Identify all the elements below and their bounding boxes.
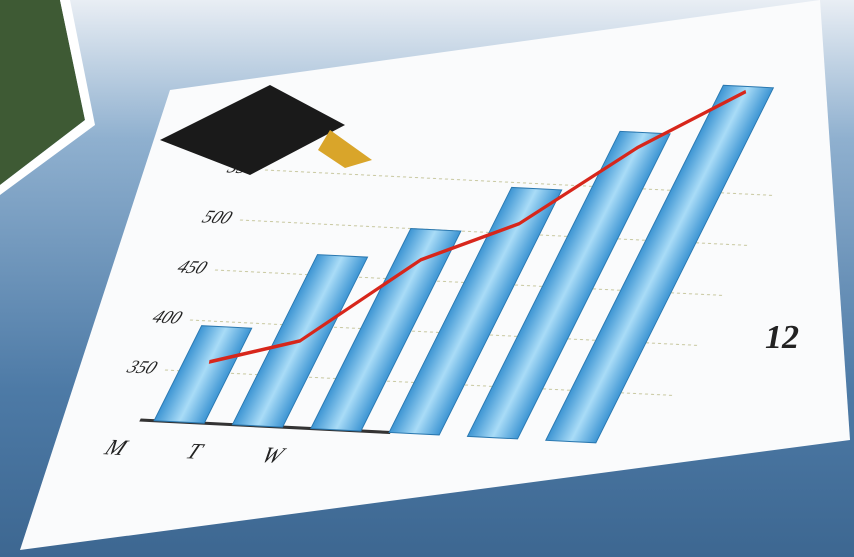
- photo-border: [0, 0, 95, 195]
- bar: [545, 84, 775, 444]
- grid-line: [264, 169, 776, 197]
- bar: [388, 186, 563, 436]
- y-tick-label: 450: [174, 257, 211, 278]
- photo-corner: [0, 0, 85, 185]
- bar: [153, 325, 253, 424]
- bar: [310, 228, 462, 432]
- annotation: 12: [765, 319, 799, 356]
- line: [208, 89, 747, 364]
- pen: [160, 85, 372, 175]
- y-tick-label: 500: [199, 207, 236, 228]
- y-tick-label: 350: [123, 357, 161, 378]
- y-tick-label: 400: [149, 307, 186, 328]
- bar: [466, 130, 671, 440]
- plot: 350400450500550MTW: [100, 84, 776, 469]
